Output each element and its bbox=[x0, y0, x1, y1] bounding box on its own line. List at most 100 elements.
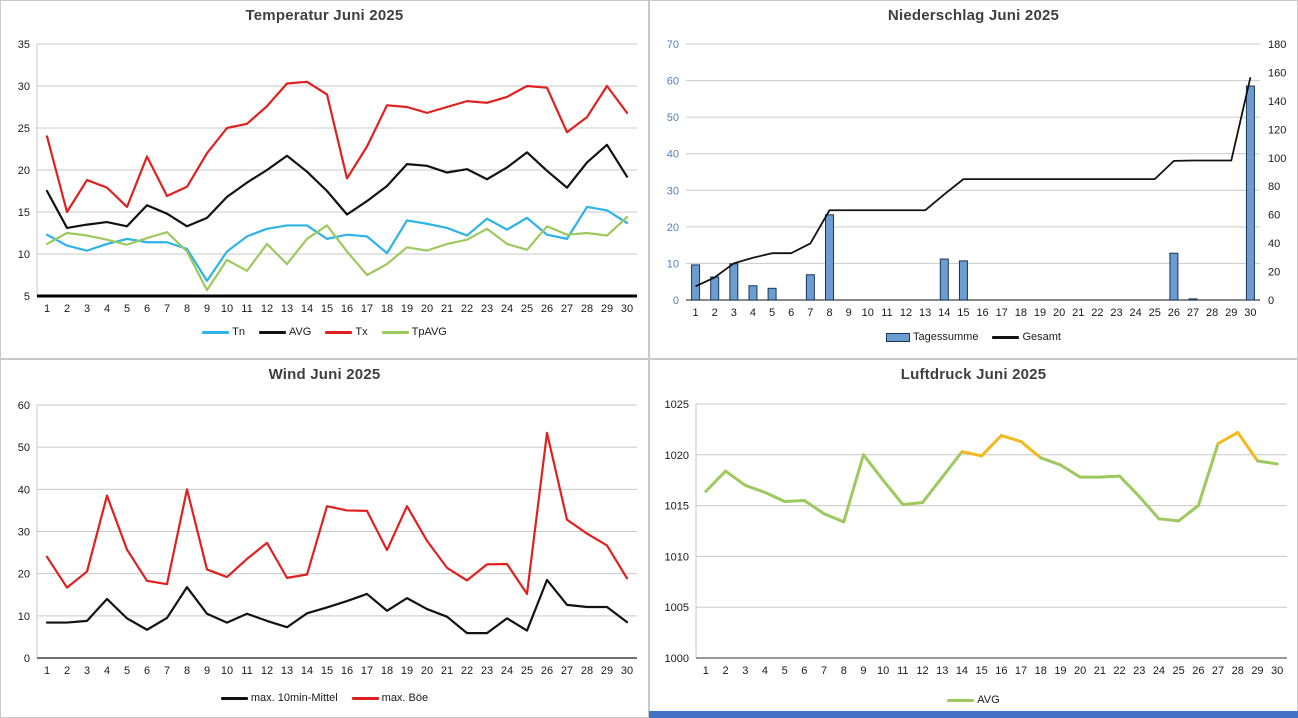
legend-label: TpAVG bbox=[411, 326, 447, 338]
svg-text:6: 6 bbox=[144, 303, 150, 315]
legend-luftdruck: AVG bbox=[650, 694, 1297, 706]
niederschlag-chart: 0102030405060700204060801001201401601801… bbox=[667, 39, 1287, 319]
svg-text:0: 0 bbox=[24, 653, 30, 665]
svg-text:60: 60 bbox=[18, 400, 30, 412]
svg-text:1025: 1025 bbox=[665, 399, 689, 411]
svg-text:0: 0 bbox=[1268, 295, 1274, 307]
svg-text:27: 27 bbox=[561, 665, 573, 677]
svg-text:10: 10 bbox=[18, 611, 30, 623]
svg-text:15: 15 bbox=[321, 665, 333, 677]
chart-panel-luftdruck: Luftdruck Juni 2025 1000 1005 1010 1015 1020… bbox=[649, 359, 1298, 718]
svg-text:7: 7 bbox=[164, 303, 170, 315]
svg-text:21: 21 bbox=[441, 303, 453, 315]
svg-text:20: 20 bbox=[18, 165, 30, 177]
svg-text:26: 26 bbox=[1192, 665, 1204, 677]
svg-text:3: 3 bbox=[742, 665, 748, 677]
svg-text:2: 2 bbox=[722, 665, 728, 677]
svg-text:7: 7 bbox=[821, 665, 827, 677]
svg-text:25: 25 bbox=[1173, 665, 1185, 677]
legend-line-swatch bbox=[381, 330, 409, 334]
legend-item-avg: AVG bbox=[258, 326, 312, 338]
svg-text:8: 8 bbox=[826, 307, 832, 319]
svg-text:160: 160 bbox=[1268, 67, 1286, 79]
svg-text:17: 17 bbox=[996, 307, 1008, 319]
svg-text:9: 9 bbox=[846, 307, 852, 319]
svg-text:21: 21 bbox=[1094, 665, 1106, 677]
legend-line-swatch bbox=[992, 335, 1020, 339]
svg-text:1015: 1015 bbox=[665, 501, 689, 513]
svg-text:20: 20 bbox=[18, 569, 30, 581]
legend-item-avg: AVG bbox=[947, 694, 1000, 706]
svg-text:70: 70 bbox=[667, 39, 679, 51]
svg-text:19: 19 bbox=[1054, 665, 1066, 677]
svg-text:10: 10 bbox=[221, 303, 233, 315]
legend-line-swatch bbox=[947, 698, 975, 702]
svg-text:50: 50 bbox=[18, 442, 30, 454]
legend-label: AVG bbox=[288, 326, 312, 338]
bottom-accent-strip bbox=[649, 711, 1298, 718]
svg-text:15: 15 bbox=[18, 207, 30, 219]
legend-label: AVG bbox=[977, 694, 1000, 706]
svg-text:23: 23 bbox=[1133, 665, 1145, 677]
svg-text:17: 17 bbox=[361, 665, 373, 677]
svg-text:20: 20 bbox=[1074, 665, 1086, 677]
svg-text:180: 180 bbox=[1268, 39, 1286, 51]
legend-label: Tn bbox=[232, 326, 245, 338]
legend-item-tagessumme: Tagessumme bbox=[886, 331, 978, 343]
svg-text:9: 9 bbox=[204, 665, 210, 677]
legend-temperatur: Tn AVG Tx TpAVG bbox=[1, 326, 648, 338]
svg-text:35: 35 bbox=[18, 39, 30, 51]
chart-title-niederschlag: Niederschlag Juni 2025 bbox=[887, 7, 1060, 24]
legend-line-swatch bbox=[220, 696, 248, 700]
svg-text:18: 18 bbox=[1035, 665, 1047, 677]
chart-panel-wind: Wind Juni 2025 0 10 20 30 40 50 60 1 2 3 4 5 6 7 8 9 10 1… bbox=[0, 359, 649, 718]
svg-text:12: 12 bbox=[261, 665, 273, 677]
svg-text:10: 10 bbox=[862, 307, 874, 319]
svg-text:20: 20 bbox=[421, 303, 433, 315]
svg-text:7: 7 bbox=[164, 665, 170, 677]
svg-text:3: 3 bbox=[731, 307, 737, 319]
svg-text:20: 20 bbox=[1053, 307, 1065, 319]
svg-text:15: 15 bbox=[321, 303, 333, 315]
svg-text:16: 16 bbox=[341, 303, 353, 315]
svg-text:26: 26 bbox=[541, 665, 553, 677]
svg-text:5: 5 bbox=[124, 303, 130, 315]
svg-text:28: 28 bbox=[581, 665, 593, 677]
svg-text:5: 5 bbox=[769, 307, 775, 319]
legend-line-swatch bbox=[202, 330, 230, 334]
legend-item-max-b-e: max. Böe bbox=[351, 692, 428, 704]
svg-text:20: 20 bbox=[667, 222, 679, 234]
svg-text:6: 6 bbox=[801, 665, 807, 677]
svg-text:16: 16 bbox=[976, 307, 988, 319]
svg-text:4: 4 bbox=[104, 303, 110, 315]
svg-text:25: 25 bbox=[521, 303, 533, 315]
svg-text:17: 17 bbox=[361, 303, 373, 315]
svg-text:8: 8 bbox=[184, 303, 190, 315]
svg-text:24: 24 bbox=[501, 665, 513, 677]
svg-text:13: 13 bbox=[281, 665, 293, 677]
svg-text:29: 29 bbox=[601, 303, 613, 315]
svg-text:29: 29 bbox=[601, 665, 613, 677]
svg-text:4: 4 bbox=[762, 665, 768, 677]
legend-item-gesamt: Gesamt bbox=[992, 331, 1061, 343]
svg-text:20: 20 bbox=[421, 665, 433, 677]
legend-bar-swatch bbox=[886, 332, 911, 342]
svg-text:27: 27 bbox=[1212, 665, 1224, 677]
svg-text:40: 40 bbox=[18, 484, 30, 496]
svg-text:19: 19 bbox=[401, 303, 413, 315]
svg-text:22: 22 bbox=[461, 665, 473, 677]
svg-text:18: 18 bbox=[381, 303, 393, 315]
svg-text:16: 16 bbox=[341, 665, 353, 677]
svg-text:13: 13 bbox=[936, 665, 948, 677]
legend-item-tx: Tx bbox=[325, 326, 368, 338]
svg-text:26: 26 bbox=[541, 303, 553, 315]
svg-text:8: 8 bbox=[184, 665, 190, 677]
svg-text:28: 28 bbox=[1232, 665, 1244, 677]
svg-text:22: 22 bbox=[1113, 665, 1125, 677]
svg-text:29: 29 bbox=[1225, 307, 1237, 319]
svg-text:15: 15 bbox=[957, 307, 969, 319]
svg-text:28: 28 bbox=[581, 303, 593, 315]
svg-text:18: 18 bbox=[381, 665, 393, 677]
svg-text:24: 24 bbox=[1130, 307, 1142, 319]
